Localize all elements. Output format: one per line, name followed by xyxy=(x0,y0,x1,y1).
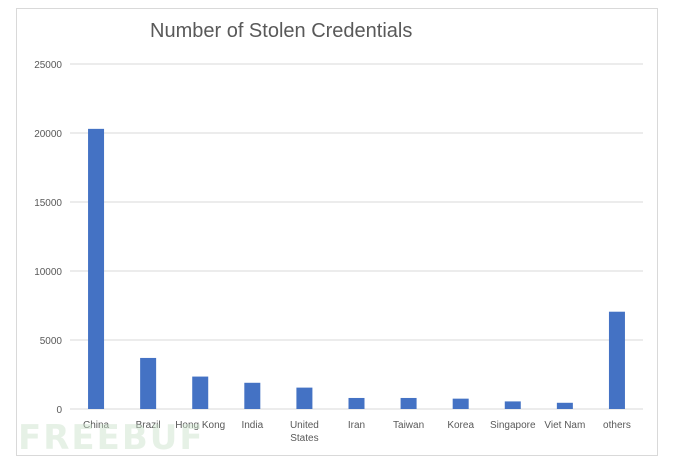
y-tick-label: 10000 xyxy=(34,267,62,278)
y-tick-label: 25000 xyxy=(34,60,62,71)
bar xyxy=(140,357,157,409)
y-axis-ticks: 0 5000 10000 15000 20000 25000 xyxy=(34,60,62,416)
x-tick-label: China xyxy=(83,420,110,431)
x-tick-label: Iran xyxy=(348,420,365,431)
x-tick-label: India xyxy=(241,420,263,431)
y-tick-label: 0 xyxy=(56,405,62,416)
grid-lines xyxy=(70,63,643,410)
bar xyxy=(556,402,573,409)
bar xyxy=(244,382,261,409)
bar xyxy=(348,397,365,409)
bar xyxy=(296,387,313,409)
bar xyxy=(400,397,417,409)
bar xyxy=(608,311,625,409)
chart-frame xyxy=(16,8,658,456)
y-tick-label: 5000 xyxy=(40,336,63,347)
y-tick-label: 15000 xyxy=(34,198,62,209)
bar xyxy=(192,376,209,409)
y-tick-label: 20000 xyxy=(34,129,62,140)
x-tick-label: Taiwan xyxy=(393,420,424,431)
x-tick-label: Brazil xyxy=(136,420,161,431)
x-tick-label: Hong Kong xyxy=(175,420,225,431)
bars xyxy=(88,128,625,410)
x-tick-label: Singapore xyxy=(490,420,536,431)
bar xyxy=(504,401,521,409)
bar xyxy=(88,128,105,410)
x-tick-label: Korea xyxy=(447,420,474,431)
x-tick-label: Viet Nam xyxy=(544,420,585,431)
chart-title: Number of Stolen Credentials xyxy=(150,20,413,42)
x-tick-label: United States xyxy=(290,420,319,444)
bar xyxy=(452,398,469,409)
x-axis-ticks: China Brazil Hong Kong India United States Ira… xyxy=(83,420,631,444)
x-tick-label: others xyxy=(603,420,631,431)
